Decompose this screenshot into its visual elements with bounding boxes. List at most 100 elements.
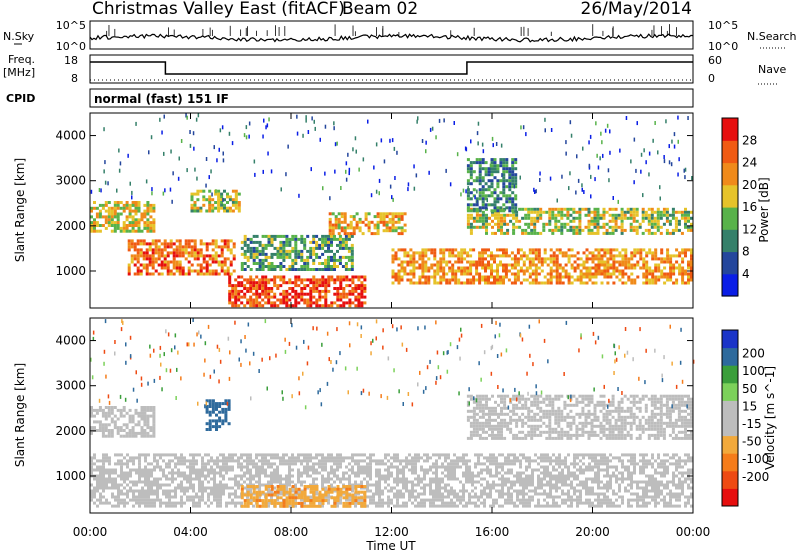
echo-cell <box>690 216 693 220</box>
echo-cell <box>336 453 339 457</box>
echo-cell <box>522 483 525 487</box>
echo-cell <box>375 489 378 493</box>
echo-cell <box>499 197 503 201</box>
echo-cell <box>208 189 212 193</box>
echo-cell <box>196 269 200 273</box>
echo-cell <box>690 257 693 261</box>
echo-cell <box>181 254 185 258</box>
echo-cell <box>327 265 330 268</box>
echo-cell <box>120 474 123 478</box>
echo-cell <box>261 249 265 253</box>
echo-cell <box>391 275 395 279</box>
echo-cell <box>369 462 372 466</box>
echo-cell <box>258 258 262 262</box>
echo-cell <box>484 266 487 270</box>
echo-cell <box>210 468 213 472</box>
echo-cell <box>339 459 342 463</box>
echo-cell <box>306 474 309 478</box>
echo-cell <box>344 237 348 241</box>
echo-cell <box>337 220 341 224</box>
echo-cell <box>273 471 276 475</box>
echo-cell <box>190 239 194 243</box>
echo-cell <box>579 263 583 267</box>
echo-cell <box>306 292 310 296</box>
echo-cell <box>163 263 167 267</box>
echo-cell <box>217 189 221 193</box>
echo-cell <box>350 234 354 238</box>
echo-cell <box>654 266 658 270</box>
echo-cell <box>331 226 335 230</box>
echo-cell <box>128 229 132 233</box>
echo-cell <box>495 483 498 487</box>
echo-cell <box>294 483 297 487</box>
echo-cell <box>364 217 368 221</box>
echo-cell <box>540 456 543 460</box>
echo-cell <box>249 498 252 502</box>
echo-cell <box>531 468 534 472</box>
echo-cell <box>611 225 615 229</box>
echo-cell <box>537 480 540 484</box>
echo-cell <box>364 215 368 219</box>
echo-cell <box>487 275 490 279</box>
echo-cell <box>576 456 579 460</box>
echo-cell <box>550 128 553 132</box>
echo-cell <box>90 489 93 493</box>
echo-cell <box>405 501 408 505</box>
echo-cell <box>424 263 428 267</box>
echo-cell <box>135 495 138 499</box>
echo-cell <box>303 240 307 244</box>
echo-cell <box>502 263 505 267</box>
echo-cell <box>492 486 495 490</box>
echo-cell <box>246 468 249 472</box>
echo-cell <box>624 266 628 270</box>
echo-cell <box>225 456 228 460</box>
echo-cell <box>261 246 265 250</box>
echo-cell <box>226 206 229 210</box>
echo-cell <box>597 254 601 258</box>
echo-cell <box>138 453 141 457</box>
echo-cell <box>543 251 547 255</box>
echo-cell <box>252 284 256 288</box>
echo-cell <box>120 462 123 466</box>
echo-cell <box>561 281 565 285</box>
echo-cell <box>216 492 219 496</box>
echo-cell <box>570 504 573 508</box>
echo-cell <box>481 248 485 252</box>
echo-cell <box>476 189 478 194</box>
echo-cell <box>426 453 429 457</box>
echo-cell <box>475 209 479 213</box>
echo-cell <box>366 474 369 478</box>
echo-cell <box>330 465 333 469</box>
echo-cell <box>366 483 369 487</box>
echo-cell <box>336 292 340 296</box>
echo-cell <box>138 462 141 466</box>
echo-cell <box>138 474 141 478</box>
echo-cell <box>447 471 450 475</box>
echo-cell <box>412 272 416 276</box>
echo-cell <box>494 216 497 220</box>
echo-cell <box>393 459 396 463</box>
echo-cell <box>96 504 99 508</box>
echo-cell <box>337 226 341 230</box>
echo-cell <box>108 462 111 466</box>
echo-cell <box>333 459 336 463</box>
echo-cell <box>333 278 337 282</box>
echo-cell <box>252 240 256 244</box>
echo-cell <box>382 217 386 221</box>
echo-cell <box>137 201 141 204</box>
noise-right-tick-top: 10^5 <box>708 19 738 32</box>
echo-cell <box>537 281 541 285</box>
echo-cell <box>507 263 511 267</box>
cpid-panel-frame <box>89 88 694 108</box>
echo-cell <box>561 483 564 487</box>
echo-cell <box>303 459 306 463</box>
echo-cell <box>363 465 366 469</box>
echo-cell <box>478 164 482 168</box>
echo-cell <box>123 492 126 496</box>
echo-cell <box>372 501 375 505</box>
echo-cell <box>444 495 447 499</box>
echo-cell <box>495 468 498 472</box>
echo-cell <box>466 225 470 229</box>
noise-trace <box>89 24 694 43</box>
echo-cell <box>531 248 535 252</box>
